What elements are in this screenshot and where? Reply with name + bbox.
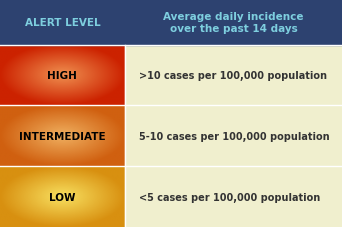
Text: <5 cases per 100,000 population: <5 cases per 100,000 population xyxy=(139,192,320,202)
Text: >10 cases per 100,000 population: >10 cases per 100,000 population xyxy=(139,71,327,81)
Bar xyxy=(125,106,342,166)
Text: 5-10 cases per 100,000 population: 5-10 cases per 100,000 population xyxy=(139,131,329,141)
Bar xyxy=(125,45,342,106)
Bar xyxy=(0,0,342,45)
Text: LOW: LOW xyxy=(49,192,76,202)
Text: INTERMEDIATE: INTERMEDIATE xyxy=(19,131,106,141)
Text: Average daily incidence
over the past 14 days: Average daily incidence over the past 14… xyxy=(163,12,304,33)
Bar xyxy=(125,166,342,227)
Text: HIGH: HIGH xyxy=(48,71,77,81)
Text: ALERT LEVEL: ALERT LEVEL xyxy=(25,18,100,28)
